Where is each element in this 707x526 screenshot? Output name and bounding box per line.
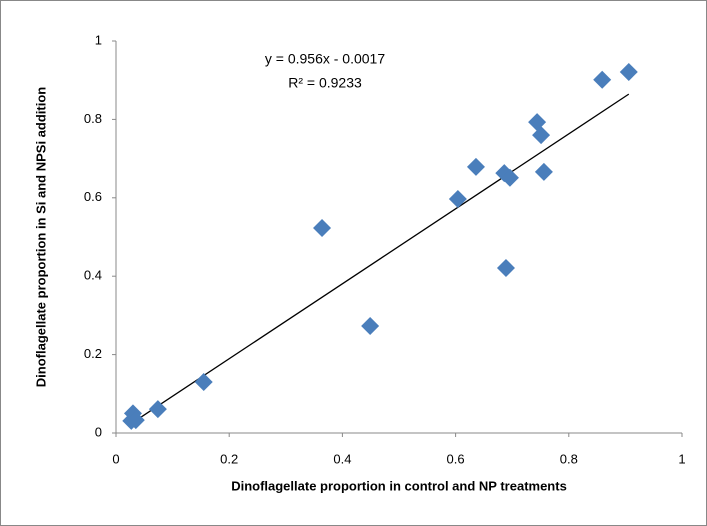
data-point <box>532 126 551 145</box>
x-axis-title: Dinoflagellate proportion in control and… <box>231 478 567 493</box>
data-point <box>619 62 638 81</box>
x-tick-label: 1 <box>678 451 685 466</box>
x-tick-label: 0.2 <box>220 451 238 466</box>
y-tick-label: 0.4 <box>84 268 102 283</box>
data-point <box>313 218 332 237</box>
trendline <box>130 93 630 425</box>
data-point <box>148 400 167 419</box>
data-point <box>593 70 612 89</box>
data-point <box>448 189 467 208</box>
x-tick-label: 0.4 <box>333 451 351 466</box>
data-point <box>534 162 553 181</box>
y-tick-label: 0.8 <box>84 111 102 126</box>
data-point <box>496 258 515 277</box>
data-point <box>466 157 485 176</box>
y-tick-label: 1 <box>95 32 102 47</box>
data-point <box>500 168 519 187</box>
x-tick-label: 0 <box>112 451 119 466</box>
y-tick-label: 0.6 <box>84 189 102 204</box>
data-point <box>194 373 213 392</box>
y-axis-title: Dinoflagellate proportion in Si and NPSi… <box>33 87 48 388</box>
r-squared: R² = 0.9233 <box>288 75 362 91</box>
equation: y = 0.956x - 0.0017 <box>265 51 385 67</box>
data-point <box>361 316 380 335</box>
y-tick-label: 0 <box>95 424 102 439</box>
x-tick-label: 0.8 <box>560 451 578 466</box>
y-tick-label: 0.2 <box>84 346 102 361</box>
data-point <box>126 411 145 430</box>
x-tick-label: 0.6 <box>447 451 465 466</box>
